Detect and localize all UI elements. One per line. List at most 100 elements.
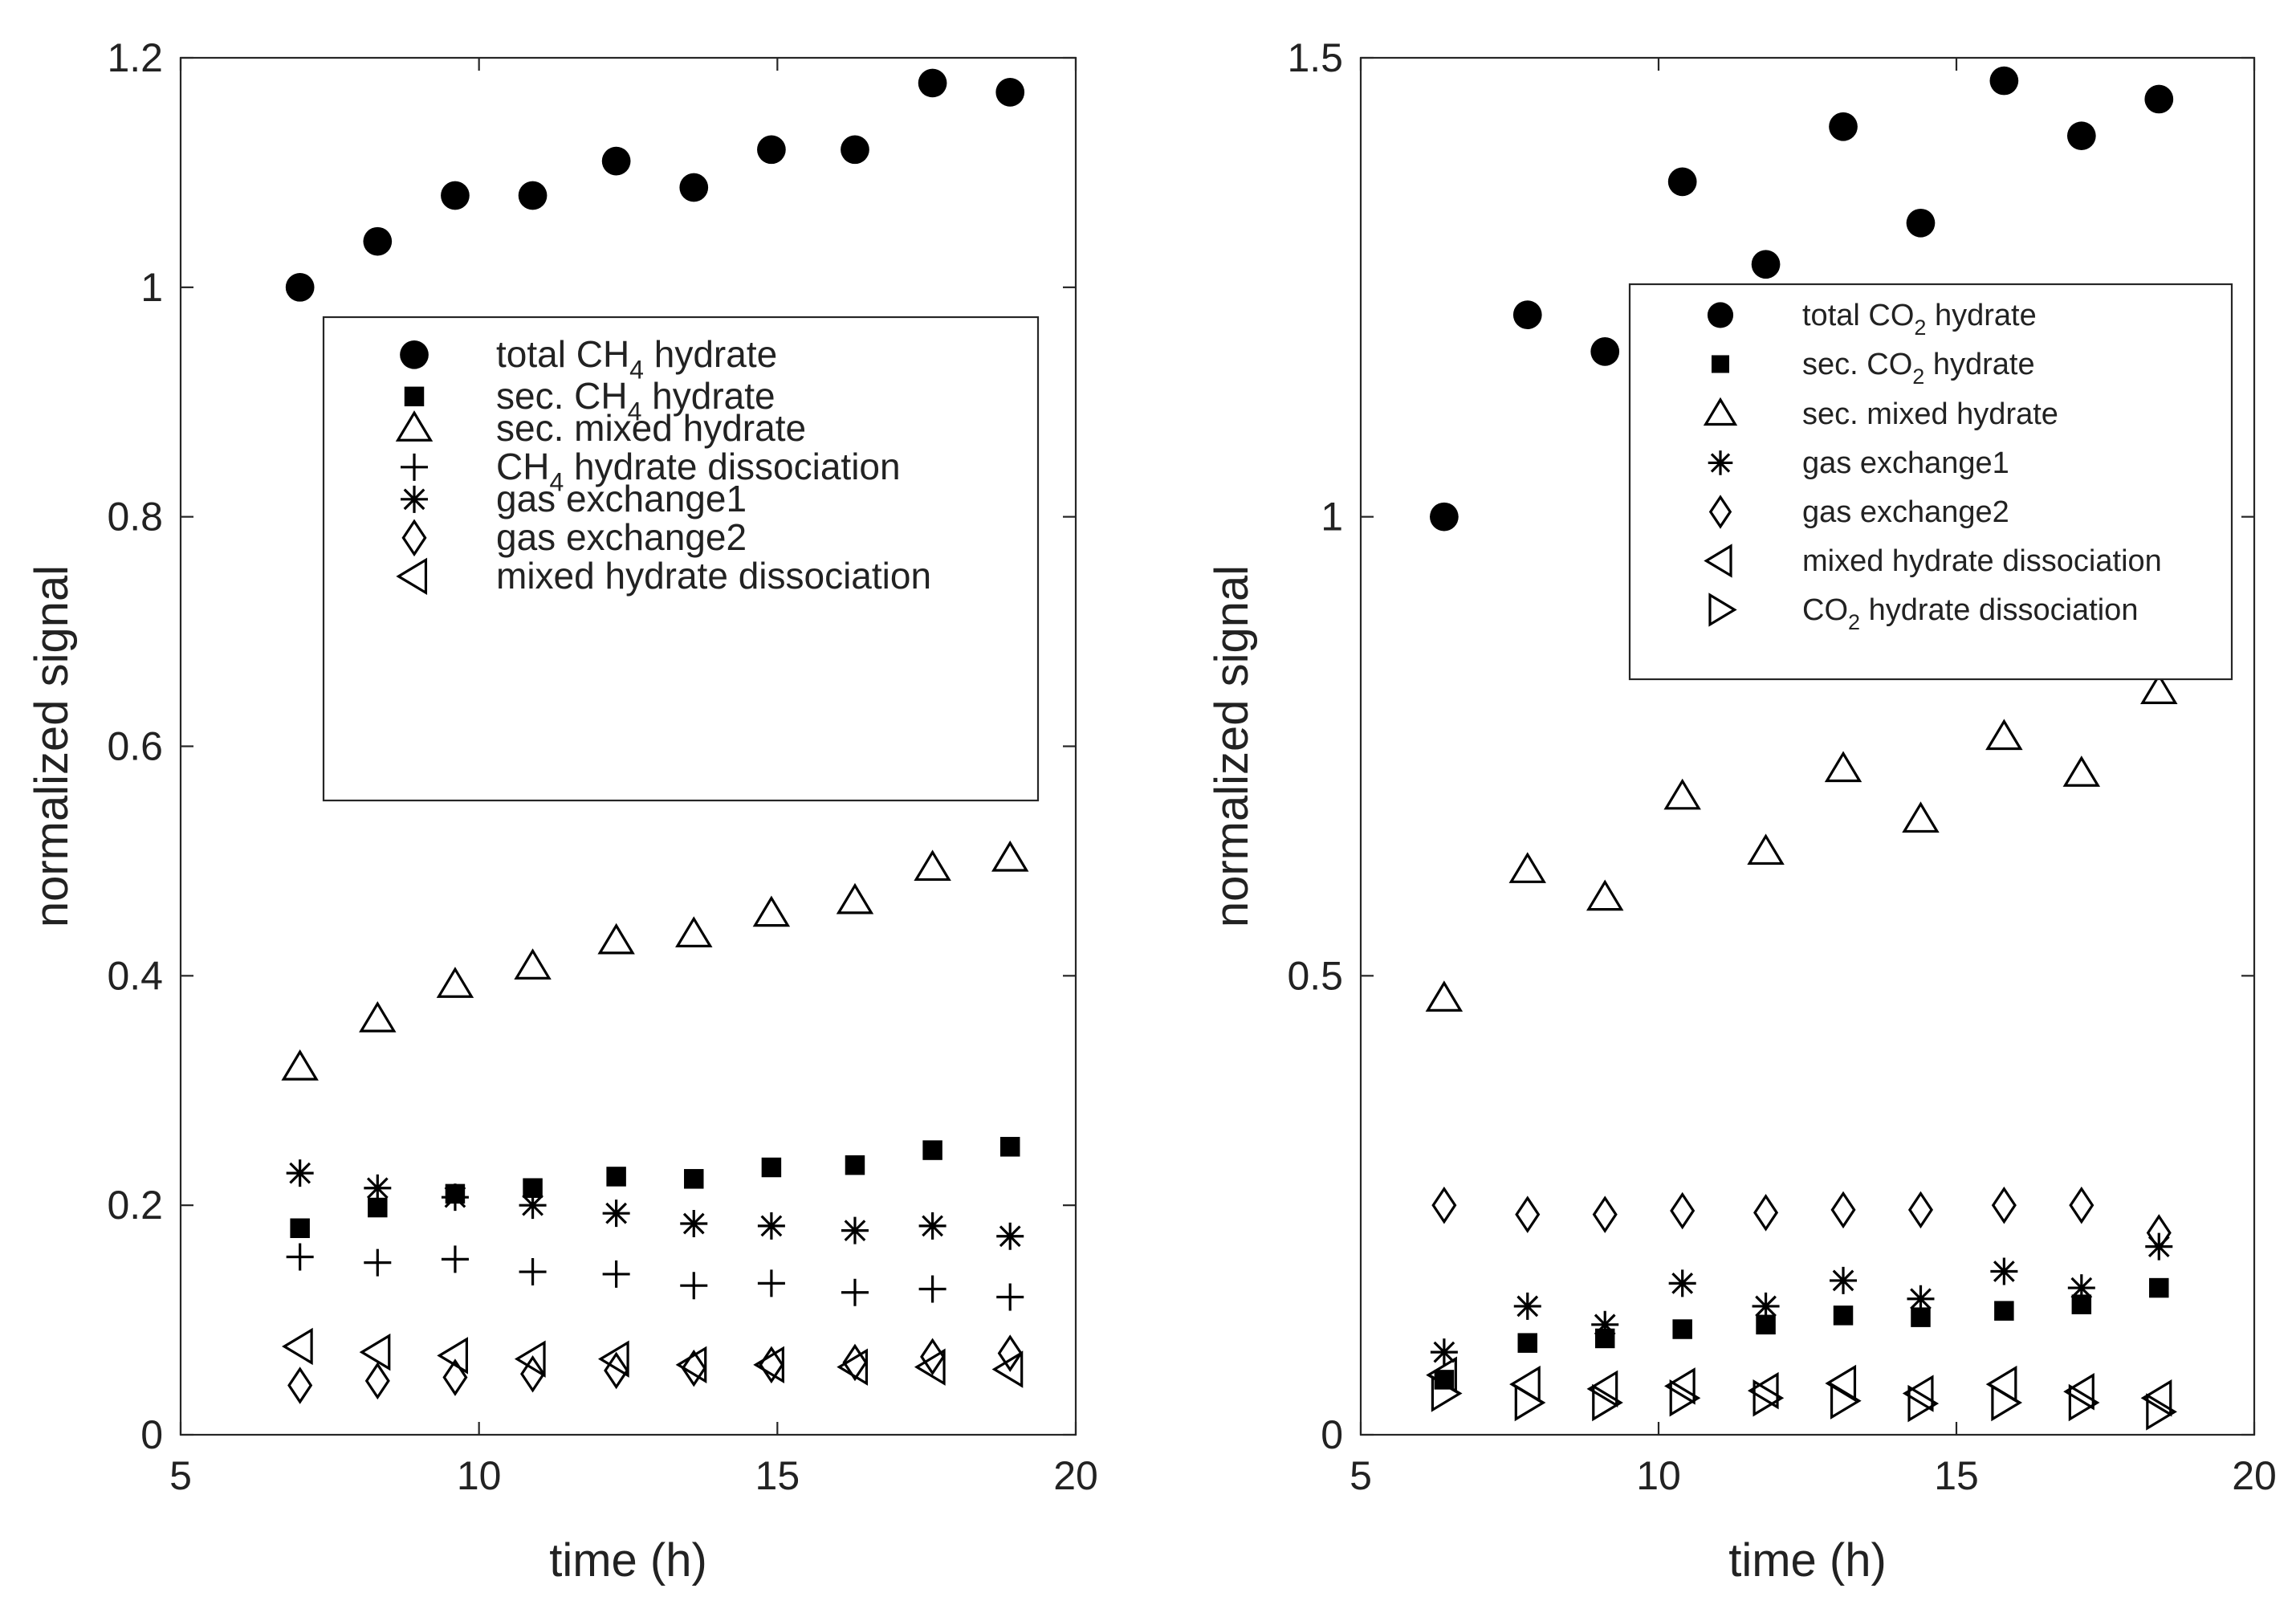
data-point bbox=[2068, 1383, 2100, 1422]
data-point bbox=[363, 226, 393, 256]
data-point bbox=[1990, 1257, 2018, 1285]
legend-marker bbox=[1708, 450, 1733, 475]
data-point bbox=[1592, 1383, 1623, 1422]
series-1 bbox=[1430, 66, 2174, 532]
x-tick-label: 5 bbox=[169, 1453, 192, 1498]
data-point bbox=[1672, 1319, 1692, 1339]
data-point bbox=[2145, 1232, 2173, 1261]
legend-box bbox=[322, 316, 1040, 802]
legend-label: gas exchange1 bbox=[496, 478, 747, 519]
data-point bbox=[996, 1283, 1024, 1311]
legend-entry: gas exchange1 bbox=[1708, 446, 2009, 480]
legend-marker bbox=[400, 340, 429, 369]
data-point bbox=[1829, 112, 1858, 141]
data-point bbox=[1907, 1191, 1934, 1229]
y-tick-label: 0.6 bbox=[107, 724, 163, 769]
data-point bbox=[679, 173, 709, 202]
legend-entry: total CH4 hydrate bbox=[400, 333, 777, 385]
series-7 bbox=[1431, 1375, 2177, 1431]
data-point bbox=[1751, 250, 1781, 279]
data-point bbox=[2063, 1373, 2094, 1411]
legend-label: total CO2 hydrate bbox=[1802, 299, 2037, 340]
data-point bbox=[286, 1159, 314, 1187]
data-point bbox=[675, 916, 713, 947]
data-point bbox=[1425, 980, 1463, 1012]
data-point bbox=[684, 1169, 704, 1189]
data-point bbox=[282, 1327, 313, 1366]
data-point bbox=[918, 1212, 946, 1240]
data-point bbox=[1663, 778, 1701, 810]
legend-marker bbox=[395, 410, 434, 442]
data-point bbox=[2062, 756, 2101, 787]
legend-entry: sec. mixed hydrate bbox=[395, 407, 806, 449]
y-tick-label: 1 bbox=[1321, 495, 1343, 540]
data-point bbox=[1985, 719, 2023, 751]
series-6 bbox=[287, 1334, 1023, 1404]
data-point bbox=[1907, 1384, 1940, 1423]
data-point bbox=[286, 1243, 314, 1271]
data-point bbox=[1902, 1375, 1934, 1412]
data-point bbox=[836, 882, 874, 914]
data-point bbox=[1430, 1338, 1458, 1367]
data-point bbox=[991, 840, 1029, 872]
data-point bbox=[997, 1334, 1023, 1372]
data-point bbox=[1590, 337, 1620, 366]
data-point bbox=[1991, 1186, 2017, 1224]
data-point bbox=[359, 1333, 391, 1371]
data-point bbox=[519, 1258, 547, 1286]
x-axis-label: time (h) bbox=[1728, 1534, 1887, 1587]
legend-label: sec. CO2 hydrate bbox=[1802, 348, 2035, 389]
data-point bbox=[2144, 84, 2174, 114]
data-point bbox=[1670, 1191, 1696, 1230]
data-point bbox=[1668, 1269, 1696, 1297]
axes-box bbox=[1359, 56, 2256, 1436]
data-point bbox=[606, 1167, 626, 1187]
data-point bbox=[757, 135, 786, 165]
x-tick-label: 20 bbox=[2232, 1453, 2277, 1498]
data-point bbox=[2149, 1277, 2169, 1298]
y-axis-label: normalized signal bbox=[26, 565, 78, 927]
data-point bbox=[514, 948, 552, 980]
data-point bbox=[1747, 1371, 1779, 1410]
data-point bbox=[285, 272, 315, 302]
data-point bbox=[1830, 1382, 1862, 1420]
data-point bbox=[1753, 1194, 1779, 1232]
data-point bbox=[602, 1260, 630, 1288]
data-point bbox=[364, 1248, 392, 1277]
legend-marker bbox=[1707, 302, 1734, 328]
data-point bbox=[597, 1340, 629, 1378]
data-point bbox=[1752, 1292, 1780, 1320]
data-point bbox=[845, 1155, 865, 1175]
data-point bbox=[2066, 121, 2096, 151]
y-tick-label: 0.8 bbox=[107, 495, 163, 540]
data-point bbox=[1431, 1186, 1457, 1224]
data-point bbox=[364, 1174, 392, 1202]
data-point bbox=[290, 1218, 310, 1238]
x-tick-label: 15 bbox=[1934, 1453, 1979, 1498]
data-point bbox=[995, 78, 1025, 107]
legend-label: sec. mixed hydrate bbox=[1802, 397, 2058, 431]
data-point bbox=[287, 1367, 313, 1404]
series-2 bbox=[290, 1137, 1020, 1238]
data-point bbox=[1592, 1195, 1618, 1233]
data-point bbox=[1664, 1367, 1696, 1405]
series-2 bbox=[1434, 1277, 2169, 1390]
data-point bbox=[842, 1343, 868, 1382]
data-point bbox=[2067, 1274, 2095, 1302]
series-1 bbox=[285, 68, 1025, 302]
legend-marker bbox=[1708, 495, 1732, 529]
legend-marker bbox=[396, 557, 428, 596]
data-point bbox=[281, 1049, 319, 1081]
data-point bbox=[757, 1212, 785, 1240]
y-tick-label: 0 bbox=[1321, 1412, 1343, 1457]
data-point bbox=[753, 1346, 784, 1384]
data-point bbox=[1906, 208, 1936, 238]
data-point bbox=[437, 1337, 468, 1375]
y-tick-label: 0.2 bbox=[107, 1183, 163, 1228]
data-point bbox=[2140, 673, 2178, 704]
legend-label: gas exchange1 bbox=[1802, 446, 2009, 480]
legend-marker bbox=[1711, 355, 1730, 373]
data-point bbox=[999, 1137, 1020, 1157]
